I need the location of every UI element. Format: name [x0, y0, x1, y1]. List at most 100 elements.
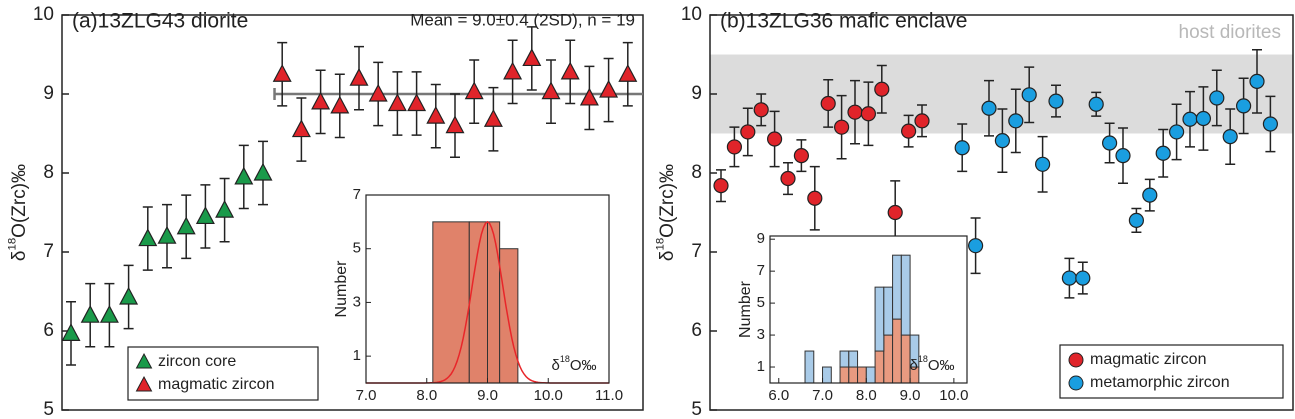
marker [1262, 116, 1279, 132]
point-group [967, 217, 984, 275]
legend-label: magmatic zircon [1090, 351, 1206, 368]
x-tick-label: 10.0 [939, 387, 968, 404]
hist-bar [432, 221, 470, 384]
point-group [1168, 103, 1185, 161]
point-group [994, 108, 1011, 173]
marker [1061, 270, 1078, 286]
y-tick-label: 1 [353, 347, 361, 364]
hist-bar [857, 366, 867, 384]
point-group [387, 71, 407, 136]
marker [713, 178, 729, 194]
point-group [291, 97, 311, 162]
point-group [234, 144, 254, 210]
marker [753, 102, 769, 118]
point-group [368, 61, 388, 127]
inset-y-label: Number [333, 260, 350, 318]
point-group [311, 69, 331, 135]
label-part: δ [9, 250, 30, 261]
label-part: O‰ [570, 357, 597, 374]
marker [887, 204, 903, 221]
y-tick-label: 9 [43, 83, 54, 104]
hist-bar [499, 248, 519, 384]
marker [195, 206, 215, 225]
marker [1155, 145, 1171, 161]
hist-bar [848, 366, 859, 384]
y-tick-label: 5 [757, 294, 765, 311]
point-group [780, 161, 796, 196]
marker [176, 216, 196, 235]
marker [1222, 129, 1238, 145]
point-group [713, 169, 729, 203]
label-part: δ [657, 250, 678, 261]
point-group [820, 79, 836, 128]
marker [1088, 96, 1104, 112]
legend-marker [135, 352, 153, 369]
hist-bar [874, 286, 885, 352]
point-group [195, 184, 215, 249]
point-group [99, 282, 119, 348]
point-group [726, 126, 743, 168]
marker [368, 83, 388, 102]
hist-bar [839, 366, 850, 384]
point-group [541, 59, 561, 124]
hist-bar [892, 254, 902, 320]
marker [874, 81, 890, 97]
marker [119, 286, 139, 305]
point-group [914, 104, 930, 138]
hist-bar [804, 350, 815, 384]
band-label: host diorites [1179, 22, 1281, 43]
marker [1249, 73, 1265, 89]
y-tick-label: 7 [757, 262, 765, 279]
point-group [464, 59, 484, 124]
x-tick-label: 9.0 [477, 387, 498, 404]
point-group [138, 206, 158, 271]
point-group [753, 93, 769, 127]
annotation: Mean = 9.0±0.4 (2SD), n = 19 [410, 10, 635, 29]
axis-label: δ18O‰ [909, 354, 954, 374]
legend-label: zircon core [158, 353, 236, 370]
marker [272, 63, 292, 82]
y-tick-label: 7 [43, 241, 54, 262]
marker [387, 93, 407, 112]
legend-label: metamorphic zircon [1090, 374, 1230, 391]
x-tick-label: 11.0 [595, 387, 623, 404]
y-tick-label: 3 [757, 326, 765, 343]
point-group [1155, 128, 1171, 178]
marker [311, 91, 331, 110]
y-tick-label: 9 [757, 230, 765, 247]
y-tick-label: 3 [353, 293, 361, 310]
point-group [407, 71, 427, 136]
label-part: δ [551, 357, 559, 374]
marker [1142, 187, 1158, 203]
marker [234, 166, 254, 185]
point-group [1262, 95, 1279, 153]
point-group [157, 203, 177, 269]
point-group [887, 180, 903, 245]
marker [503, 61, 523, 80]
point-group [483, 86, 503, 152]
label-superscript: 18 [654, 238, 666, 251]
point-group [874, 64, 890, 114]
point-group [560, 39, 580, 105]
marker [330, 95, 350, 114]
axis-label: δ18O(Zrc)‰ [6, 164, 30, 261]
marker [1115, 148, 1131, 164]
point-group [1249, 49, 1265, 114]
x-tick-label: 9.0 [900, 387, 921, 404]
marker [61, 323, 81, 341]
point-group [1088, 91, 1104, 117]
marker [1021, 87, 1037, 103]
marker [483, 109, 503, 127]
marker [426, 105, 446, 124]
x-tick-label: 10.0 [534, 387, 563, 404]
label-part: O(Zrc)‰ [9, 164, 30, 238]
marker [464, 81, 484, 100]
marker [981, 100, 997, 116]
point-group [766, 110, 783, 168]
marker [1168, 124, 1185, 140]
hist-bar [883, 334, 894, 384]
legend-box [1059, 344, 1284, 399]
y-tick-label: 9 [691, 83, 702, 104]
point-group [1195, 86, 1212, 151]
axis-label: δ18O‰ [551, 354, 596, 374]
